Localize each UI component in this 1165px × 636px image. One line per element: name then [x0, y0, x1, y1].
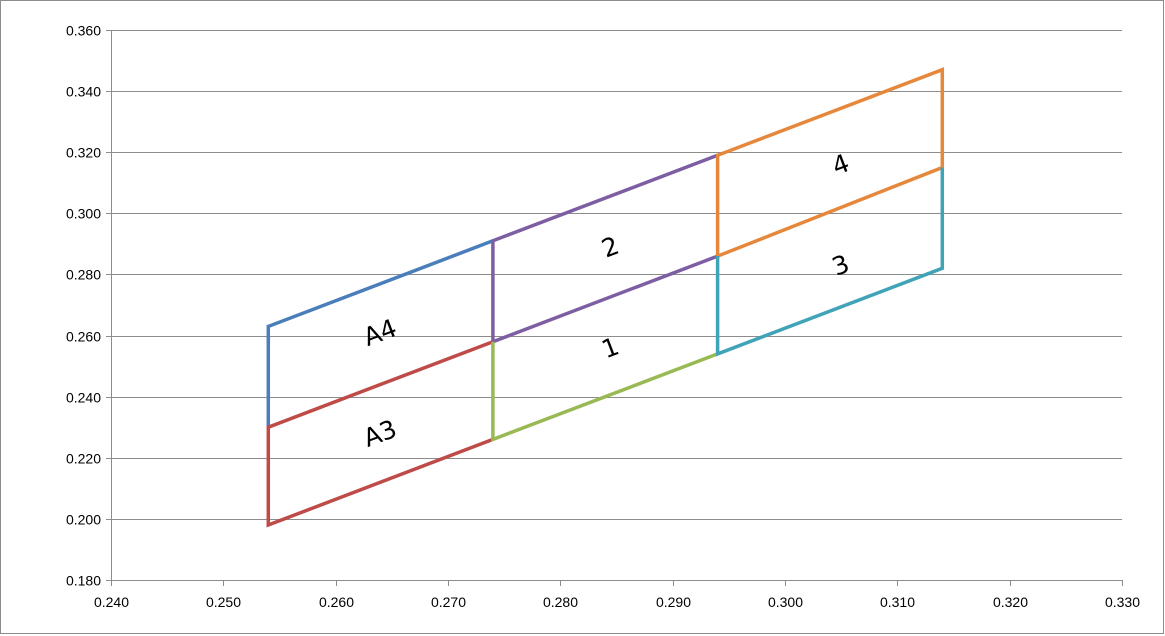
x-tick-label: 0.270 — [431, 594, 466, 610]
y-tick-label: 0.260 — [66, 329, 101, 345]
x-tick-label: 0.260 — [319, 594, 354, 610]
x-tick-label: 0.310 — [880, 594, 915, 610]
y-tick-label: 0.320 — [66, 145, 101, 161]
y-tick-label: 0.280 — [66, 267, 101, 283]
y-tick-label: 0.240 — [66, 390, 101, 406]
region-label: 2 — [598, 231, 623, 264]
y-tick-label: 0.200 — [66, 512, 101, 528]
y-tick-label: 0.360 — [66, 23, 101, 39]
series-line — [491, 153, 719, 342]
series-line — [266, 239, 494, 428]
x-tick-label: 0.240 — [94, 594, 129, 610]
gridlines — [111, 30, 1122, 520]
x-tick-label: 0.280 — [543, 594, 578, 610]
x-tick-label: 0.300 — [768, 594, 803, 610]
y-tick-label: 0.220 — [66, 451, 101, 467]
region-label: 3 — [828, 249, 853, 282]
region-label: A4 — [359, 313, 400, 352]
region-label: A3 — [359, 414, 400, 453]
x-tick-label: 0.330 — [1105, 594, 1140, 610]
region-label: 4 — [828, 148, 853, 181]
axes: 0.180 0.200 0.220 0.240 0.260 0.280 0.300 0.320… — [66, 23, 1140, 611]
y-tick-label: 0.340 — [66, 84, 101, 100]
series-line — [715, 167, 945, 357]
series-line — [715, 67, 945, 258]
series-line — [492, 254, 719, 344]
x-tick-label: 0.250 — [206, 594, 241, 610]
y-tick-label: 0.300 — [66, 206, 101, 222]
series-line — [266, 340, 494, 528]
y-tick-label: 0.180 — [66, 573, 101, 589]
series-lines — [266, 67, 945, 528]
series-line — [491, 341, 719, 442]
x-tick-label: 0.320 — [993, 594, 1028, 610]
x-tick-label: 0.290 — [656, 594, 691, 610]
